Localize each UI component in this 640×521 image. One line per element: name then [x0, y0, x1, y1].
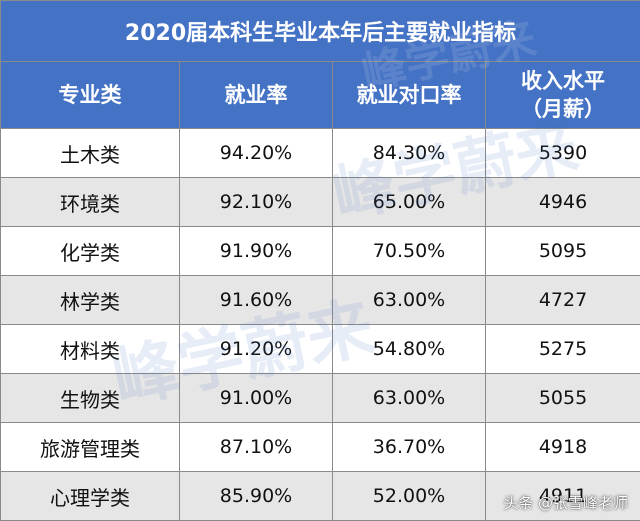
cell-employment-rate: 87.10% — [179, 422, 333, 472]
cell-major-category: 环境类 — [0, 177, 180, 227]
cell-employment-rate: 91.00% — [179, 373, 333, 423]
cell-match-rate: 63.00% — [332, 373, 486, 423]
cell-employment-rate: 91.90% — [179, 226, 333, 276]
cell-monthly-income: 5055 — [484, 373, 640, 423]
cell-major-category: 心理学类 — [0, 471, 180, 521]
cell-match-rate: 65.00% — [332, 177, 486, 227]
cell-employment-rate: 91.60% — [179, 275, 333, 325]
table-row: 化学类 91.90% 70.50% 5095 — [0, 226, 640, 276]
cell-employment-rate: 94.20% — [179, 128, 333, 178]
cell-monthly-income: 5275 — [484, 324, 640, 374]
source-credit: 头条 @张雪峰老师 — [503, 494, 628, 512]
table-row: 旅游管理类 87.10% 36.70% 4918 — [0, 422, 640, 472]
cell-employment-rate: 91.20% — [179, 324, 333, 374]
cell-major-category: 旅游管理类 — [0, 422, 180, 472]
cell-match-rate: 70.50% — [332, 226, 486, 276]
header-major-category: 专业类 — [0, 61, 180, 129]
cell-major-category: 材料类 — [0, 324, 180, 374]
cell-match-rate: 84.30% — [332, 128, 486, 178]
table-title-row: 2020届本科生毕业本年后主要就业指标 — [0, 0, 640, 62]
cell-monthly-income: 4946 — [484, 177, 640, 227]
table-body: 土木类 94.20% 84.30% 5390 环境类 92.10% 65.00% 4946 化学… — [0, 128, 640, 521]
cell-major-category: 生物类 — [0, 373, 180, 423]
cell-monthly-income: 4911 — [484, 471, 640, 521]
cell-major-category: 土木类 — [0, 128, 180, 178]
table-row: 土木类 94.20% 84.30% 5390 — [0, 128, 640, 178]
cell-employment-rate: 92.10% — [179, 177, 333, 227]
cell-monthly-income: 4918 — [484, 422, 640, 472]
cell-match-rate: 36.70% — [332, 422, 486, 472]
cell-match-rate: 52.00% — [332, 471, 486, 521]
cell-monthly-income: 5095 — [484, 226, 640, 276]
cell-major-category: 化学类 — [0, 226, 180, 276]
cell-monthly-income: 5390 — [484, 128, 640, 178]
cell-match-rate: 63.00% — [332, 275, 486, 325]
header-match-rate: 就业对口率 — [332, 61, 486, 129]
table-row: 生物类 91.00% 63.00% 5055 — [0, 373, 640, 423]
table-row: 林学类 91.60% 63.00% 4727 — [0, 275, 640, 325]
table-title: 2020届本科生毕业本年后主要就业指标 — [0, 0, 640, 62]
header-monthly-income: 收入水平 （月薪） — [484, 61, 640, 129]
cell-monthly-income: 4727 — [484, 275, 640, 325]
cell-match-rate: 54.80% — [332, 324, 486, 374]
header-employment-rate: 就业率 — [179, 61, 333, 129]
table-header-row: 专业类 就业率 就业对口率 收入水平 （月薪） — [0, 61, 640, 129]
cell-major-category: 林学类 — [0, 275, 180, 325]
table-row: 心理学类 85.90% 52.00% 4911 — [0, 471, 640, 521]
cell-employment-rate: 85.90% — [179, 471, 333, 521]
table-row: 材料类 91.20% 54.80% 5275 — [0, 324, 640, 374]
table-row: 环境类 92.10% 65.00% 4946 — [0, 177, 640, 227]
